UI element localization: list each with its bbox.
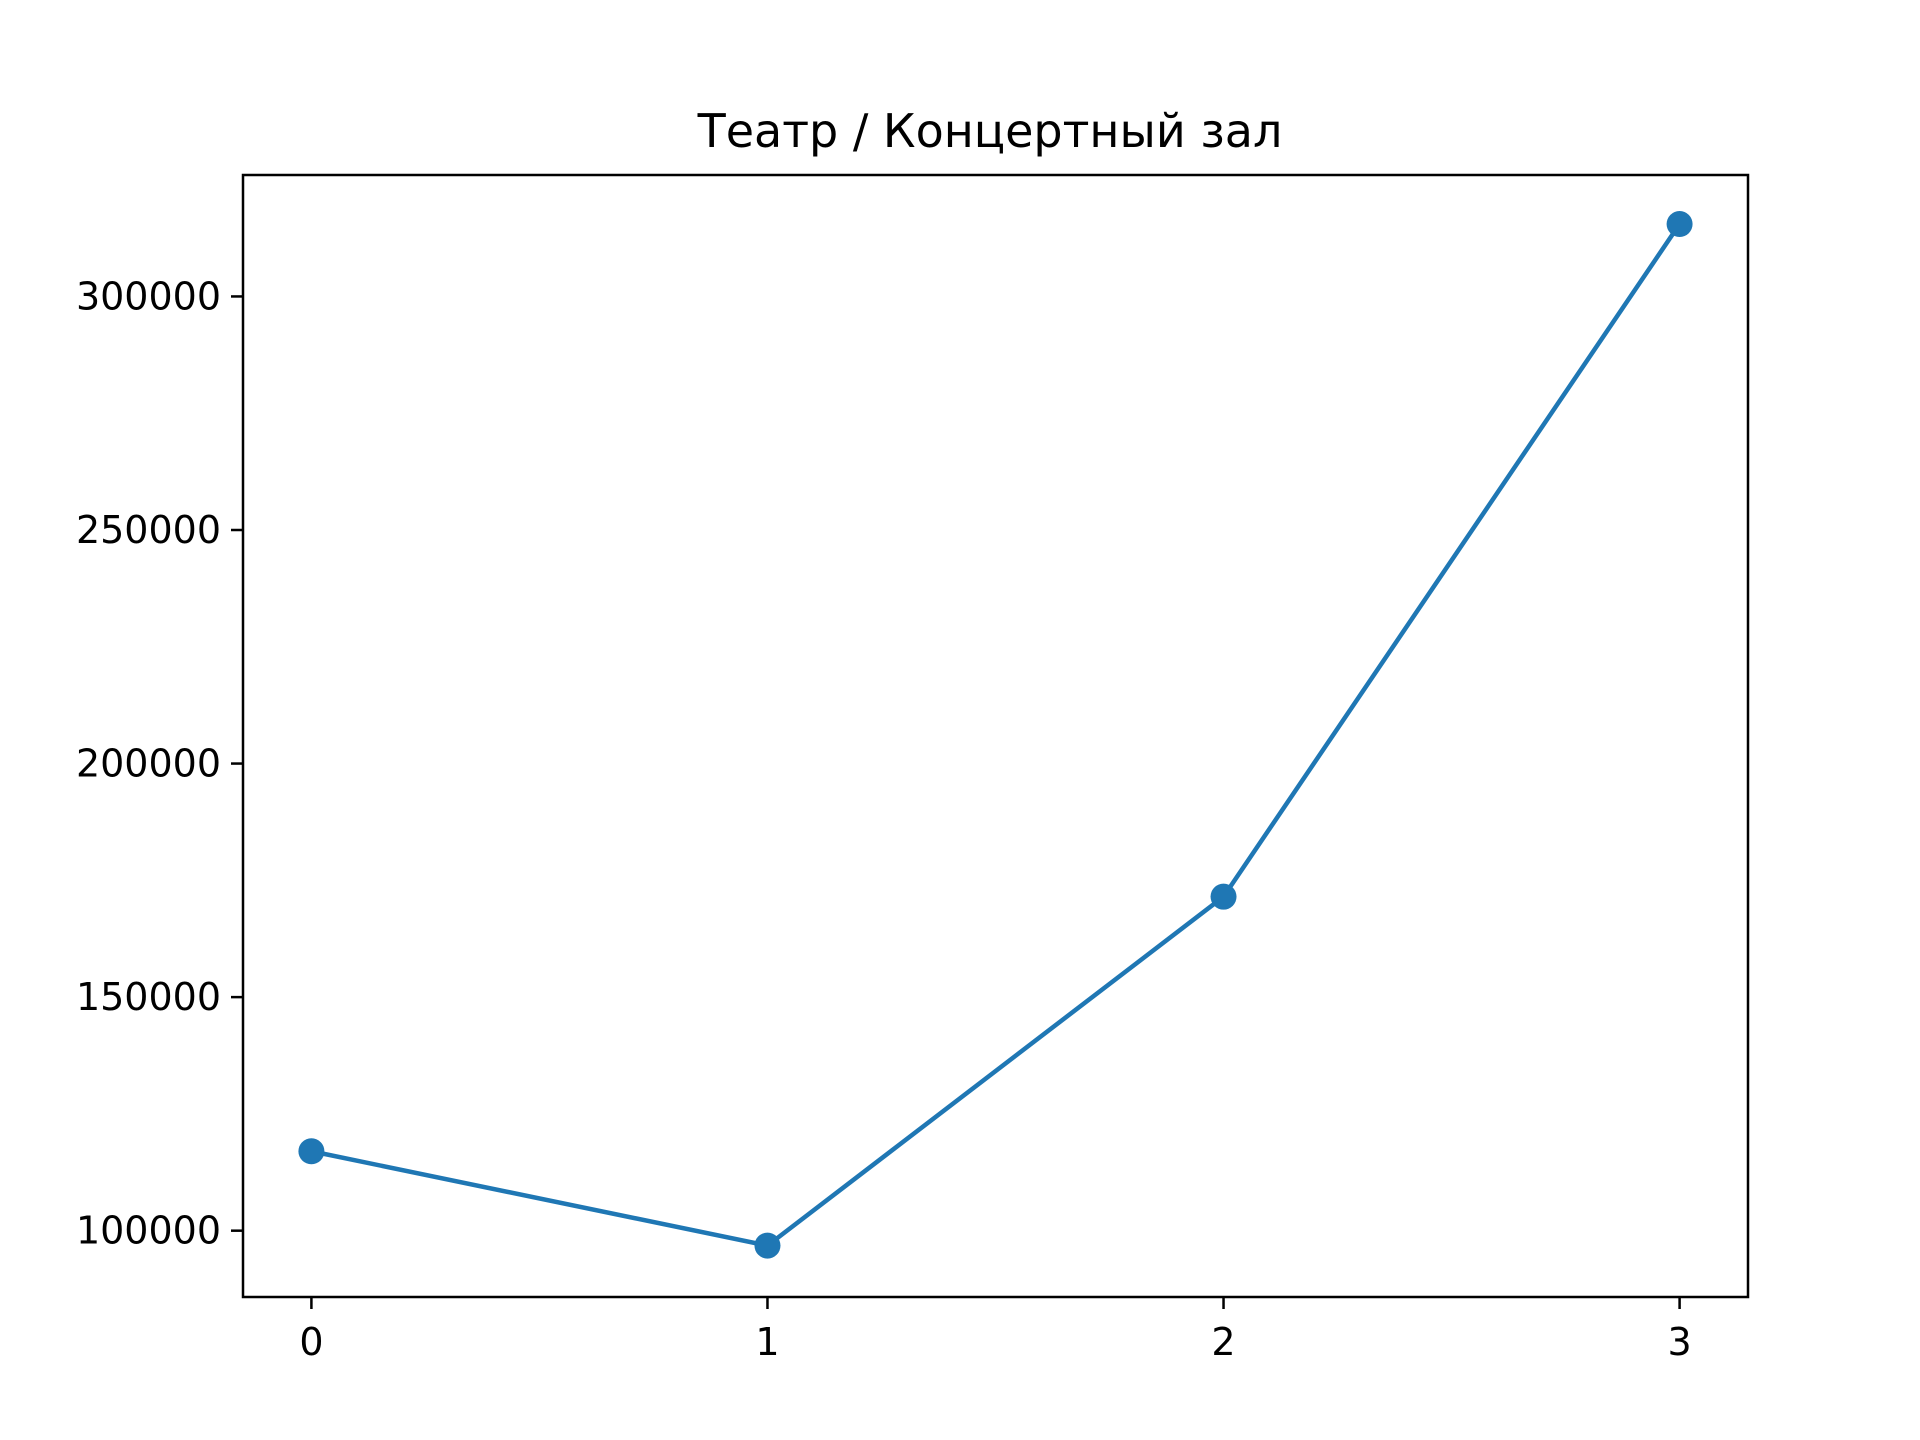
x-tick-label: 2: [1211, 1320, 1235, 1364]
plot-area: [298, 211, 1693, 1259]
y-tick-label: 100000: [76, 1209, 221, 1253]
axes-frame: [241, 173, 1750, 1299]
data-point: [298, 1138, 325, 1165]
y-tick-label: 250000: [76, 508, 221, 552]
x-axis: 0 1 2 3: [299, 1297, 1692, 1364]
axes: [241, 173, 1750, 1299]
x-tick-label: 1: [755, 1320, 779, 1364]
y-tick-label: 200000: [76, 742, 221, 786]
data-point: [754, 1232, 781, 1259]
series-line: [309, 221, 1682, 1248]
x-tick-label: 3: [1667, 1320, 1691, 1364]
data-point: [1666, 211, 1693, 238]
y-tick-label: 150000: [76, 975, 221, 1019]
y-axis: 100000 150000 200000 250000 300000: [76, 274, 243, 1253]
y-tick-label: 300000: [76, 274, 221, 318]
chart-title: Театр / Концертный зал: [697, 104, 1283, 158]
data-point: [1210, 883, 1237, 910]
x-tick-label: 0: [299, 1320, 323, 1364]
